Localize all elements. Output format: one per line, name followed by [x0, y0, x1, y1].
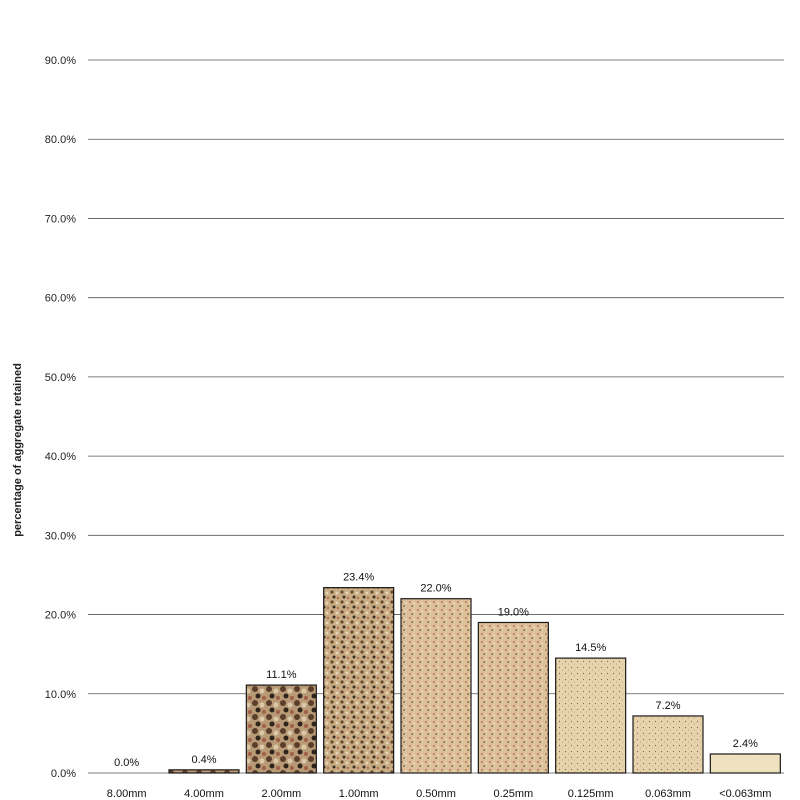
y-axis-label: percentage of aggregate retained: [12, 363, 24, 537]
y-tick-label: 0.0%: [51, 768, 76, 780]
y-tick-label: 50.0%: [45, 372, 76, 384]
data-label: 0.0%: [114, 757, 139, 769]
data-label: 0.4%: [191, 754, 216, 766]
x-tick-label: 1.00mm: [339, 788, 379, 800]
y-tick-label: 40.0%: [45, 451, 76, 463]
bar-3: [323, 587, 395, 774]
y-tick-label: 20.0%: [45, 610, 76, 622]
data-label: 11.1%: [266, 669, 297, 681]
y-tick-label: 30.0%: [45, 530, 76, 542]
x-tick-label: 8.00mm: [107, 788, 147, 800]
x-tick-label: 4.00mm: [184, 788, 224, 800]
data-label: 23.4%: [343, 572, 374, 584]
bar-2: [245, 684, 317, 774]
y-tick-label: 90.0%: [45, 55, 76, 67]
x-tick-label: 0.125mm: [568, 788, 614, 800]
y-tick-label: 60.0%: [45, 293, 76, 305]
x-tick-label: 0.50mm: [416, 788, 456, 800]
bar-5: [477, 621, 549, 774]
data-label: 2.4%: [733, 738, 758, 750]
y-tick-label: 80.0%: [45, 134, 76, 146]
x-tick-label: 2.00mm: [261, 788, 301, 800]
bar-1: [168, 769, 240, 774]
bar-6: [555, 657, 627, 774]
data-label: 22.0%: [420, 583, 451, 595]
data-label: 14.5%: [575, 642, 606, 654]
x-tick-label: 0.25mm: [493, 788, 533, 800]
bar-7: [632, 715, 704, 774]
bar-4: [400, 598, 472, 774]
x-tick-label: 0.063mm: [645, 788, 691, 800]
y-tick-label: 70.0%: [45, 213, 76, 225]
y-tick-label: 10.0%: [45, 689, 76, 701]
x-tick-label: <0.063mm: [719, 788, 771, 800]
data-label: 7.2%: [655, 700, 680, 712]
data-label: 19.0%: [498, 606, 529, 618]
bar-8: [709, 753, 781, 774]
